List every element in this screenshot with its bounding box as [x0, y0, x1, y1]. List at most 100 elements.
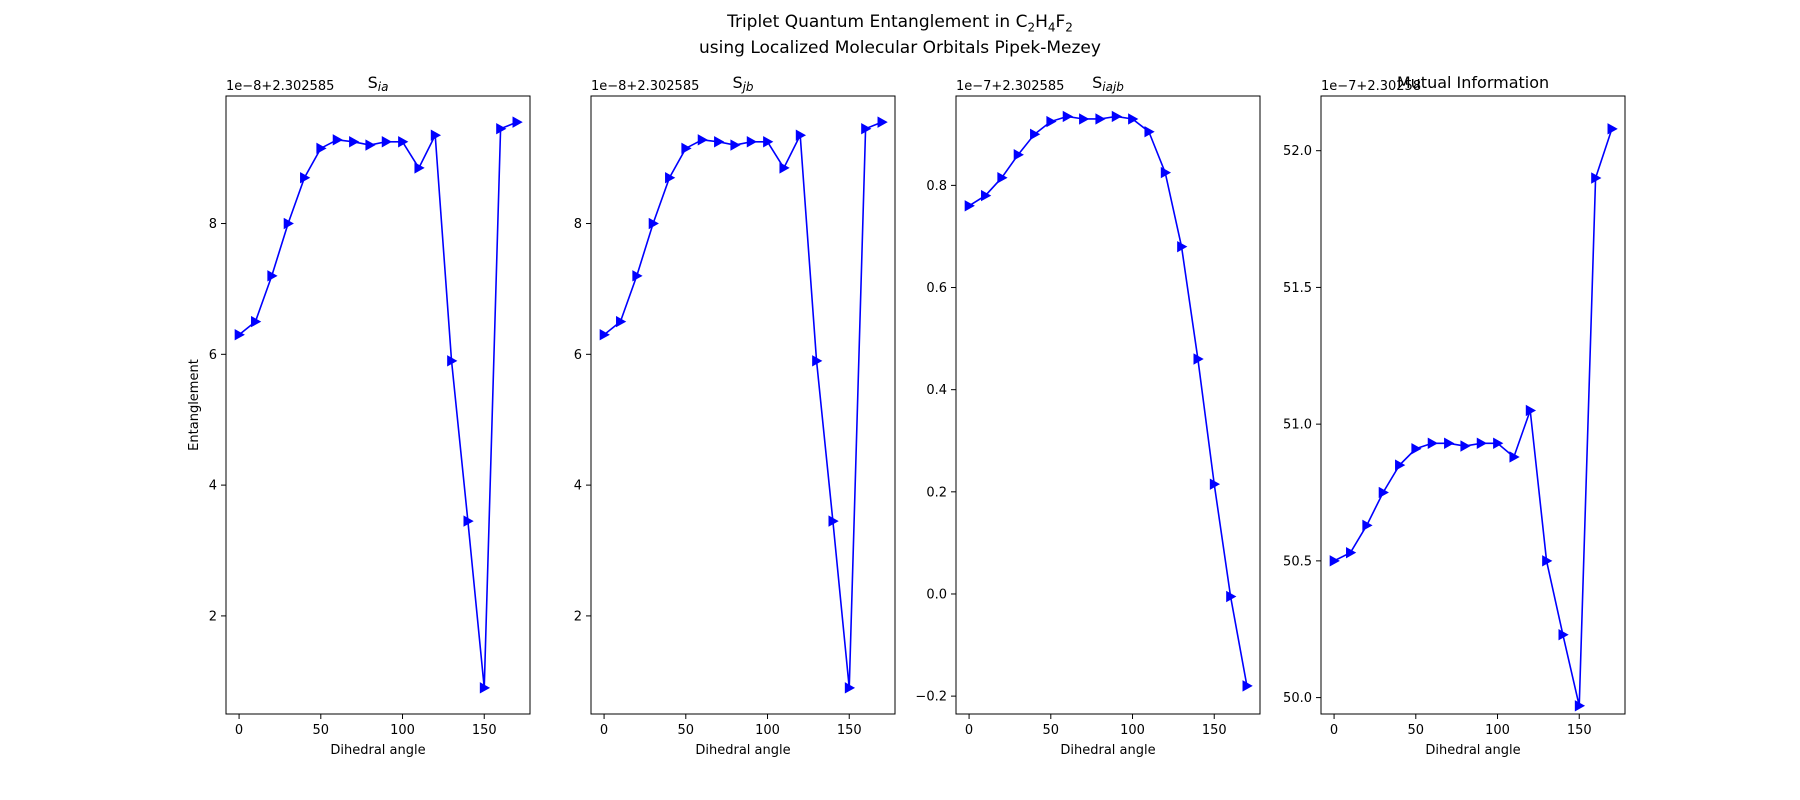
title-text-1: Triplet Quantum Entanglement in C	[727, 12, 1028, 32]
data-point	[997, 172, 1008, 184]
series-line	[238, 121, 518, 688]
y-tick-label: 6	[574, 348, 582, 363]
x-tick-label: 0	[965, 723, 973, 738]
x-tick-label: 100	[1120, 723, 1145, 738]
x-tick-label: 150	[1567, 723, 1592, 738]
y-tick-label: 8	[209, 217, 217, 232]
data-point	[283, 217, 294, 230]
data-point	[1378, 486, 1389, 499]
figure-title-line1: Triplet Quantum Entanglement in C2H4F2	[0, 12, 1800, 34]
chart-panel-2: 0 50 100 150 2 4 6 8 Dihedral angle 1e−8+2.302585…	[574, 73, 896, 758]
data-point	[1209, 478, 1221, 490]
data-point	[1411, 443, 1422, 455]
x-axis-label: Dihedral angle	[695, 743, 790, 758]
data-point	[1144, 126, 1155, 138]
data-point	[1574, 700, 1586, 712]
series-line	[968, 115, 1248, 687]
x-tick-label: 150	[1202, 723, 1227, 738]
data-point	[463, 515, 474, 527]
data-point	[1030, 128, 1041, 140]
title-text-3: F	[1055, 12, 1066, 32]
data-point	[1509, 451, 1520, 463]
data-point	[365, 139, 376, 151]
x-tick-label: 0	[235, 723, 243, 738]
offset-text: 1e−7+2.30258	[1321, 79, 1421, 94]
plot-frame	[955, 95, 1261, 715]
data-point	[267, 270, 278, 282]
data-point	[1427, 437, 1438, 449]
data-point	[1242, 680, 1253, 692]
y-tick-label: 2	[574, 609, 582, 624]
data-point	[251, 315, 262, 328]
y-tick-label: 0.6	[926, 281, 947, 296]
data-point	[616, 315, 627, 328]
x-axis-label: Dihedral angle	[1425, 743, 1520, 758]
data-point	[1013, 149, 1024, 161]
x-tick-label: 50	[1408, 723, 1425, 738]
x-tick-label: 100	[1485, 723, 1510, 738]
data-point	[316, 142, 327, 154]
x-tick-label: 0	[1330, 723, 1338, 738]
data-point	[599, 329, 610, 341]
data-point	[1460, 440, 1471, 452]
data-point	[1558, 629, 1569, 641]
y-tick-label: 0.0	[926, 587, 947, 602]
data-point	[763, 136, 774, 148]
data-point	[479, 682, 491, 694]
x-axis-label: Dihedral angle	[330, 743, 425, 758]
data-point	[632, 270, 643, 282]
data-point	[1395, 459, 1406, 471]
figure-title-line2: using Localized Molecular Orbitals Pipek…	[699, 38, 1101, 58]
data-point	[964, 200, 975, 212]
data-point	[234, 329, 245, 341]
data-point	[779, 162, 790, 174]
data-point	[1346, 546, 1357, 559]
data-point	[746, 136, 757, 148]
data-point	[981, 189, 992, 202]
y-axis-label: Entanglement	[187, 359, 202, 451]
data-point	[648, 217, 659, 230]
data-point	[381, 136, 392, 148]
plot-frame	[225, 95, 531, 715]
data-point	[1177, 240, 1188, 253]
y-tick-label: −0.2	[915, 690, 947, 705]
y-tick-label: 0.2	[926, 485, 947, 500]
y-tick-label: 50.0	[1283, 691, 1312, 706]
x-tick-label: 100	[390, 723, 415, 738]
data-point	[795, 129, 807, 141]
title-sub-2: 4	[1047, 20, 1056, 35]
data-point	[300, 172, 311, 184]
data-point	[1542, 555, 1553, 567]
y-tick-label: 4	[209, 479, 217, 494]
panel-title: Mutual Information	[1397, 73, 1549, 92]
y-tick-label: 0.8	[926, 179, 947, 194]
data-point	[512, 116, 523, 128]
offset-text: 1e−8+2.302585	[226, 79, 334, 94]
data-point	[1111, 110, 1122, 123]
y-tick-label: 2	[209, 609, 217, 624]
data-point	[398, 136, 409, 148]
data-point	[1095, 113, 1106, 125]
x-tick-label: 50	[678, 723, 695, 738]
data-point	[430, 129, 442, 141]
data-point	[1193, 353, 1204, 365]
data-point	[877, 116, 888, 128]
data-point	[1444, 437, 1455, 449]
plot-frame	[1320, 95, 1626, 715]
data-point	[1493, 437, 1504, 449]
x-tick-label: 100	[755, 723, 780, 738]
title-text-2: H	[1035, 12, 1048, 32]
y-tick-label: 8	[574, 217, 582, 232]
series-line	[1333, 128, 1613, 706]
data-point	[1226, 590, 1237, 603]
y-tick-label: 52.0	[1283, 144, 1312, 159]
chart-panel-1: 0 50 100 150 2 4 6 8 Dihedral angle Entanglement 1…	[187, 73, 531, 758]
data-point	[1160, 166, 1172, 179]
chart-panel-4: 0 50 100 150 50.0 50.5 51.0 51.5 52.0 Dihedral an…	[1283, 73, 1626, 758]
y-tick-label: 51.5	[1283, 281, 1312, 296]
data-point	[665, 172, 676, 184]
y-tick-label: 4	[574, 479, 582, 494]
data-point	[828, 515, 839, 527]
data-point	[697, 134, 708, 146]
